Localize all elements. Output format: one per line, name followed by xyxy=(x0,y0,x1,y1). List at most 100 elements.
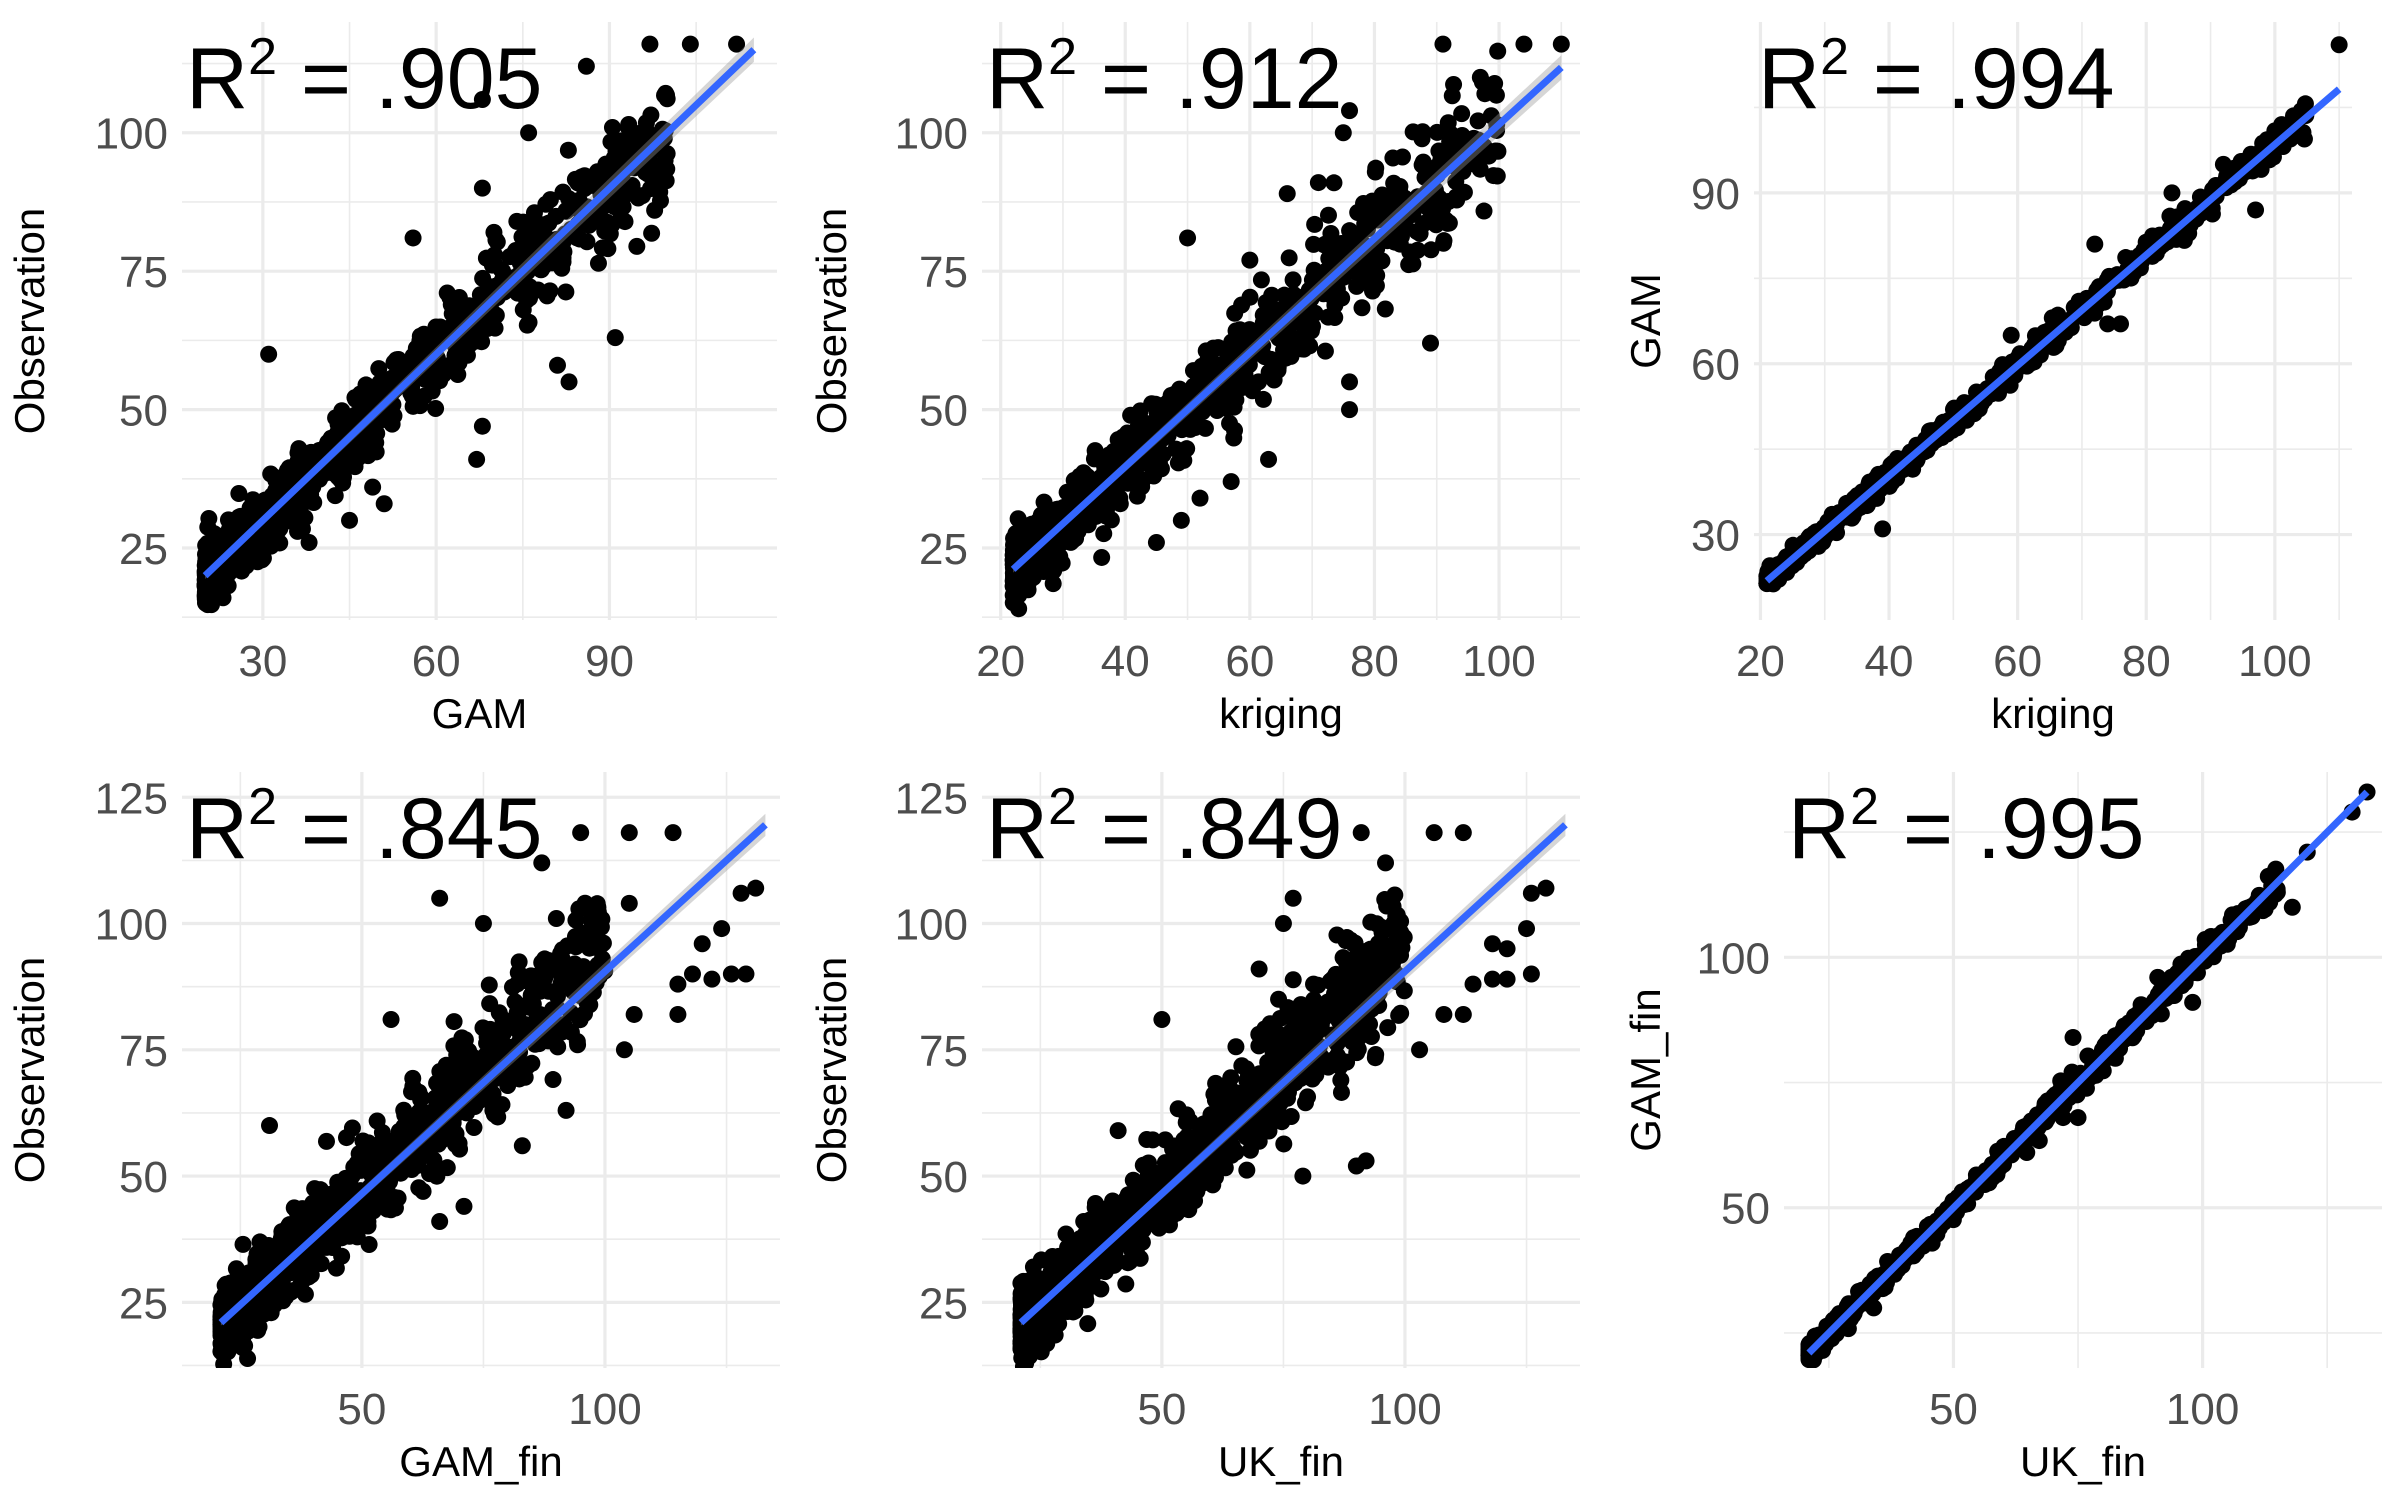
data-point xyxy=(552,960,570,978)
data-point xyxy=(1348,1044,1366,1062)
data-point-outlier xyxy=(732,884,750,902)
data-point xyxy=(1299,1027,1317,1045)
data-point xyxy=(1160,1199,1178,1217)
data-point xyxy=(405,389,423,407)
data-point-outlier xyxy=(261,1117,279,1135)
data-point xyxy=(456,1031,474,1049)
r-squared-value: = .849 xyxy=(1077,781,1342,877)
data-point xyxy=(1489,42,1507,60)
data-point xyxy=(1083,503,1101,521)
r-squared-annotation: R2 = .849 xyxy=(986,778,1342,877)
data-point xyxy=(1148,450,1166,468)
data-point-outlier xyxy=(1341,401,1359,419)
data-point xyxy=(431,318,449,336)
r-squared-value: = .845 xyxy=(277,781,542,877)
data-point xyxy=(1256,1020,1274,1038)
data-point xyxy=(646,201,664,219)
scatter-points xyxy=(196,35,746,614)
data-point xyxy=(367,1196,385,1214)
y-tick-label: 75 xyxy=(919,248,968,297)
data-point xyxy=(1322,225,1340,243)
data-point xyxy=(494,1010,512,1028)
y-tick-label: 50 xyxy=(119,1153,168,1202)
data-point xyxy=(1268,1043,1286,1061)
data-point xyxy=(1469,112,1487,130)
x-axis-ticks: 30 60 90 xyxy=(238,637,634,686)
data-point xyxy=(536,950,554,968)
y-tick-label: 100 xyxy=(95,901,168,950)
r-squared-annotation: R2 = .995 xyxy=(1788,778,2144,877)
r-squared-superscript: 2 xyxy=(248,778,277,836)
data-point-outlier xyxy=(2112,315,2130,333)
data-point xyxy=(309,1187,327,1205)
data-point xyxy=(593,950,611,968)
data-point xyxy=(1101,494,1119,512)
data-point xyxy=(371,1148,389,1166)
data-point xyxy=(1475,202,1493,220)
data-point xyxy=(601,225,619,243)
data-point xyxy=(370,360,388,378)
r-squared-superscript: 2 xyxy=(1820,28,1849,86)
data-point-outlier xyxy=(1471,68,1489,86)
data-point-outlier xyxy=(1483,935,1501,953)
x-tick-label: 50 xyxy=(337,1385,386,1434)
data-point xyxy=(1095,525,1113,543)
data-point xyxy=(1279,324,1297,342)
data-point-outlier xyxy=(520,124,538,142)
data-point xyxy=(459,1064,477,1082)
data-point xyxy=(1427,216,1445,234)
data-point xyxy=(1440,214,1458,232)
data-point-outlier xyxy=(1464,975,1482,993)
data-point xyxy=(573,168,591,186)
data-point-outlier xyxy=(1278,185,1296,203)
data-point xyxy=(1280,249,1298,267)
data-point xyxy=(291,1205,309,1223)
data-point xyxy=(567,938,585,956)
data-point xyxy=(583,914,601,932)
y-tick-label: 90 xyxy=(1691,170,1740,219)
data-point-outlier xyxy=(577,57,595,75)
data-point xyxy=(1275,1135,1293,1153)
data-point xyxy=(458,346,476,364)
data-point xyxy=(1379,192,1397,210)
data-point xyxy=(1319,308,1337,326)
data-point-outlier xyxy=(547,909,565,927)
data-point xyxy=(508,995,526,1013)
regression-line xyxy=(202,47,757,579)
y-axis-title: Observation xyxy=(6,957,53,1183)
data-point xyxy=(1081,1211,1099,1229)
data-point xyxy=(248,1245,266,1263)
data-point xyxy=(1361,1015,1379,1033)
data-point xyxy=(1249,1125,1267,1143)
data-point-outlier xyxy=(1434,35,1452,53)
data-point xyxy=(1312,1014,1330,1032)
scatter-points xyxy=(1004,35,1570,618)
data-point xyxy=(360,1236,378,1254)
x-axis-ticks: 20 40 60 80 100 xyxy=(1736,637,2312,686)
data-point xyxy=(1177,1113,1195,1131)
data-point-outlier xyxy=(1191,489,1209,507)
data-point xyxy=(1287,1044,1305,1062)
data-point xyxy=(1025,1277,1043,1295)
y-tick-label: 100 xyxy=(895,110,968,159)
data-point-outlier xyxy=(620,894,638,912)
data-point xyxy=(427,399,445,417)
data-point xyxy=(334,1172,352,1190)
y-tick-label: 25 xyxy=(919,1279,968,1328)
data-point xyxy=(1316,342,1334,360)
data-point xyxy=(1414,123,1432,141)
data-point xyxy=(1332,1083,1350,1101)
data-point-outlier xyxy=(703,970,721,988)
data-point xyxy=(585,929,603,947)
data-point-outlier xyxy=(683,965,701,983)
data-point-outlier xyxy=(1425,824,1443,842)
r-squared-annotation: R2 = .912 xyxy=(986,28,1342,127)
data-point xyxy=(1079,516,1097,534)
data-point xyxy=(1435,232,1453,250)
data-point xyxy=(323,1239,341,1257)
data-point-outlier xyxy=(473,179,491,197)
